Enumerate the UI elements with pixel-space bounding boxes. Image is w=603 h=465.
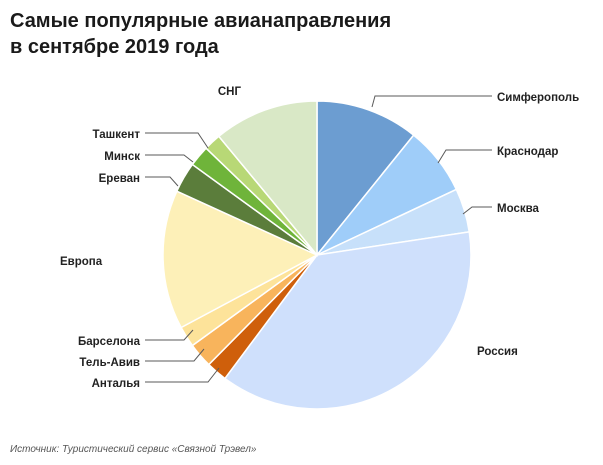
slice-label-краснодар: Краснодар bbox=[497, 146, 558, 158]
leader-line-краснодар bbox=[437, 149, 492, 164]
pie-labels: Симферополь Краснодар Москва Россия Анталья Т… bbox=[60, 86, 579, 390]
chart-title-line-2: в сентябре 2019 года bbox=[10, 36, 219, 58]
leader-line-ташкент bbox=[145, 132, 209, 149]
pie-slice-европа bbox=[162, 190, 319, 329]
slice-label-анталья: Анталья bbox=[92, 378, 140, 390]
pie-slices bbox=[162, 100, 472, 410]
slice-label-москва: Москва bbox=[497, 203, 540, 215]
pie-slice-снг bbox=[217, 100, 318, 258]
leader-line-барселона bbox=[145, 329, 194, 341]
leader-line-минск bbox=[145, 154, 194, 163]
slice-label-европа: Европа bbox=[60, 256, 103, 268]
leader-line-анталья bbox=[145, 367, 220, 383]
pie-slice-симферополь bbox=[316, 100, 415, 258]
pie-leader-lines bbox=[145, 95, 492, 383]
leader-line-тель-авив bbox=[145, 348, 205, 362]
pie-slice-россия bbox=[223, 231, 472, 410]
leader-line-москва bbox=[462, 206, 492, 215]
leader-line-ереван bbox=[145, 176, 179, 187]
chart-title: Самые популярные авианаправления в сентя… bbox=[10, 8, 570, 60]
slice-label-минск: Минск bbox=[104, 151, 140, 163]
slice-label-россия: Россия bbox=[477, 346, 518, 358]
slice-label-симферополь: Симферополь bbox=[497, 92, 579, 104]
slice-label-снг: СНГ bbox=[218, 86, 242, 98]
leader-line-симферополь bbox=[371, 95, 492, 108]
chart-title-line-1: Самые популярные авианаправления bbox=[10, 10, 392, 32]
slice-label-ереван: Ереван bbox=[99, 173, 140, 185]
source-note: Источник: Туристический сервис «Связной … bbox=[10, 444, 257, 455]
slice-label-тель-авив: Тель-Авив bbox=[79, 357, 140, 369]
slice-label-ташкент: Ташкент bbox=[93, 129, 141, 141]
slice-label-барселона: Барселона bbox=[78, 336, 141, 348]
